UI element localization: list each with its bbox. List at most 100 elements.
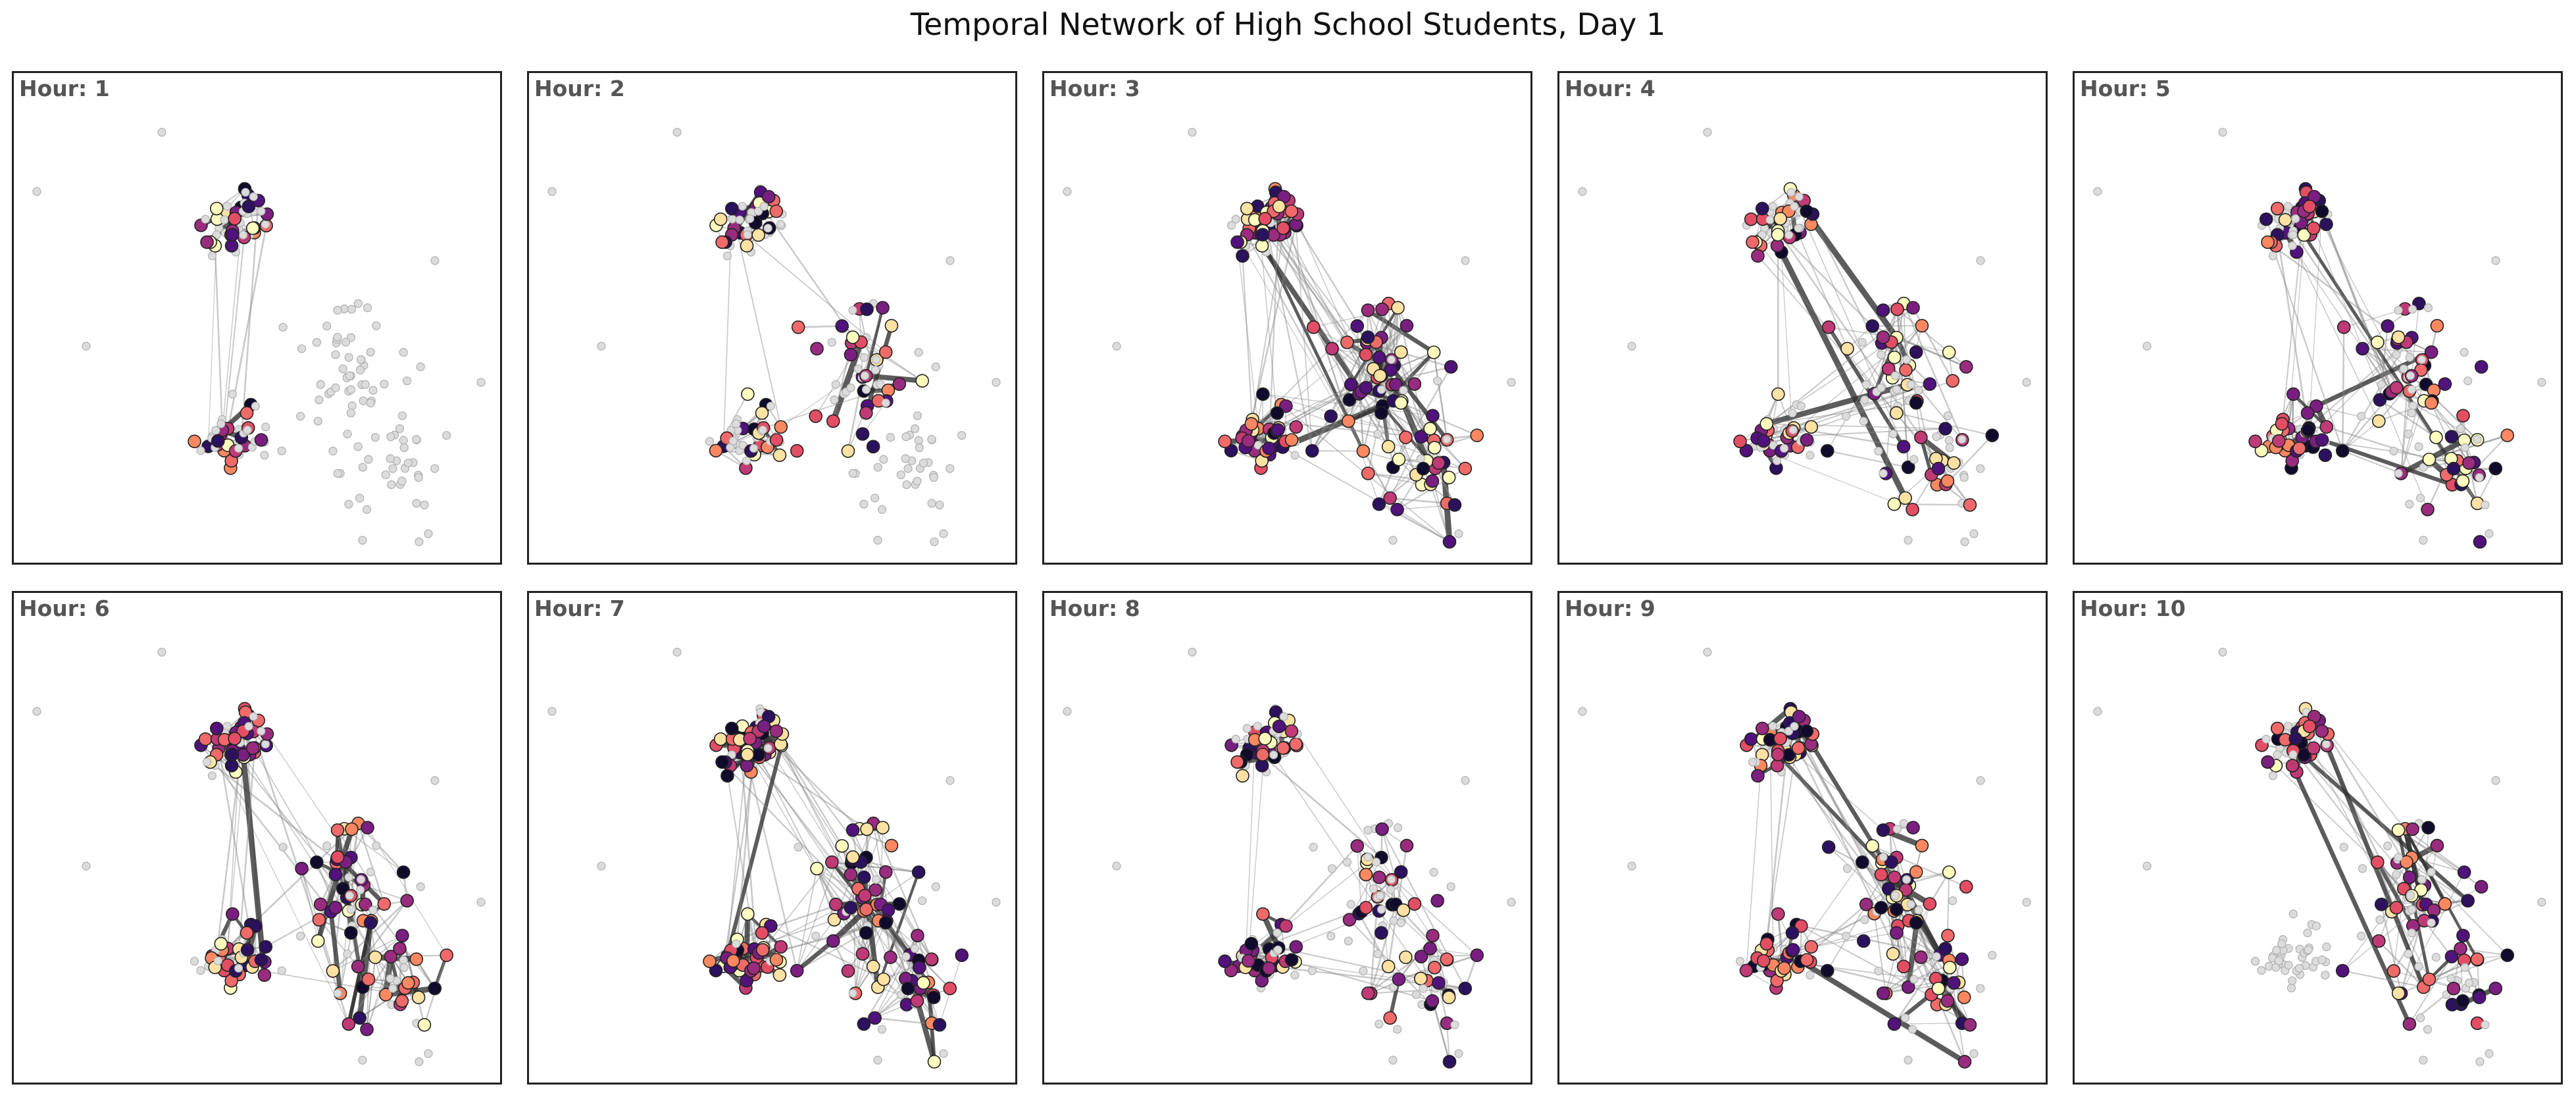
inactive-student-node: [1627, 342, 1636, 351]
active-student-node: [2406, 822, 2419, 836]
network-edge: [1777, 230, 1937, 459]
active-student-node: [764, 919, 778, 933]
active-student-node: [1931, 461, 1946, 476]
panel-hour-label: Hour: 9: [1565, 596, 1655, 621]
active-student-node: [2302, 199, 2317, 214]
active-student-node: [1757, 954, 1771, 968]
inactive-student-node: [776, 220, 786, 229]
active-student-node: [363, 915, 378, 930]
inactive-student-node: [1386, 885, 1396, 894]
inactive-student-node: [2022, 898, 2031, 907]
inactive-student-node: [415, 537, 424, 546]
panel-hour-label: Hour: 4: [1565, 76, 1655, 101]
inactive-student-node: [1419, 984, 1428, 993]
inactive-student-node: [2491, 256, 2500, 265]
active-student-node: [1350, 839, 1365, 853]
active-student-node: [1272, 199, 1286, 214]
inactive-student-node: [234, 444, 243, 453]
network-edge: [1776, 753, 1896, 879]
inactive-student-node: [157, 648, 166, 657]
inactive-student-node: [1768, 721, 1777, 731]
network-edge: [1390, 307, 1399, 361]
inactive-student-node: [1388, 536, 1398, 545]
inactive-student-node: [2268, 251, 2278, 261]
inactive-student-node: [1253, 721, 1262, 731]
network-edge: [1761, 307, 1914, 431]
active-student-node: [1785, 926, 1800, 940]
active-student-node: [1947, 456, 1961, 470]
active-student-node: [1800, 724, 1814, 738]
network-edge: [240, 727, 376, 958]
network-panel: Hour: 8: [1042, 591, 1532, 1085]
active-student-node: [884, 950, 897, 964]
network-edge: [1284, 227, 1417, 475]
inactive-student-node: [412, 499, 421, 508]
active-student-node: [1859, 897, 1873, 911]
inactive-student-node: [386, 454, 395, 463]
active-student-node: [1361, 330, 1375, 344]
active-student-node: [1388, 377, 1403, 392]
inactive-student-node: [2304, 945, 2313, 954]
inactive-student-node: [2405, 499, 2414, 509]
inactive-student-node: [1976, 984, 1985, 993]
inactive-student-node: [931, 882, 940, 892]
active-student-node: [1865, 319, 1880, 333]
inactive-student-node: [1279, 712, 1288, 721]
network-edge: [336, 859, 436, 989]
inactive-student-node: [1063, 707, 1072, 716]
inactive-student-node: [2460, 443, 2469, 452]
active-student-node: [2371, 934, 2386, 948]
inactive-student-node: [344, 353, 353, 362]
active-student-node: [1392, 972, 1406, 986]
inactive-student-node: [1765, 215, 1775, 224]
network-edge: [2319, 720, 2406, 829]
active-student-node: [2430, 319, 2444, 333]
inactive-student-node: [362, 505, 372, 514]
inactive-student-node: [992, 378, 1001, 387]
network-edge: [872, 823, 889, 911]
inactive-student-node: [1944, 436, 1954, 445]
network-edge: [1827, 342, 1892, 451]
active-student-node: [2488, 461, 2503, 476]
inactive-student-node: [1386, 875, 1396, 884]
network-plot: [547, 128, 1001, 546]
active-student-node: [1284, 433, 1299, 447]
active-student-node: [393, 942, 407, 956]
inactive-student-node: [207, 251, 217, 261]
active-student-node: [1279, 399, 1293, 413]
inactive-student-node: [387, 480, 396, 490]
active-student-node: [411, 990, 426, 1004]
inactive-student-node: [547, 187, 557, 196]
active-student-node: [1394, 865, 1408, 879]
inactive-student-node: [1371, 857, 1381, 867]
active-student-node: [826, 934, 840, 948]
network-edge: [1285, 862, 1367, 927]
inactive-student-node: [1890, 891, 1900, 900]
network-edge: [1381, 829, 1404, 911]
network-edge: [1788, 913, 1875, 954]
active-student-node: [827, 913, 842, 927]
active-student-node: [1381, 959, 1396, 973]
active-student-node: [1305, 444, 1319, 458]
inactive-student-node: [2407, 385, 2417, 394]
inactive-student-node: [901, 432, 911, 442]
active-student-node: [1876, 330, 1890, 344]
active-student-node: [1350, 319, 1365, 333]
inactive-student-node: [1904, 536, 1913, 545]
inactive-student-node: [853, 364, 863, 374]
active-student-node: [1391, 301, 1405, 315]
active-student-node: [774, 420, 788, 434]
active-student-node: [1423, 942, 1437, 956]
active-student-node: [1901, 980, 1915, 994]
active-student-node: [747, 961, 761, 975]
inactive-student-node: [1932, 432, 1941, 442]
active-student-node: [1915, 838, 1929, 853]
network-edge: [2400, 872, 2465, 994]
active-student-node: [1804, 420, 1819, 434]
network-edge: [366, 956, 391, 1030]
active-student-node: [1957, 990, 1971, 1004]
active-student-node: [859, 926, 873, 940]
active-student-node: [2389, 380, 2404, 395]
active-student-node: [1876, 823, 1890, 837]
active-student-node: [1771, 228, 1785, 242]
